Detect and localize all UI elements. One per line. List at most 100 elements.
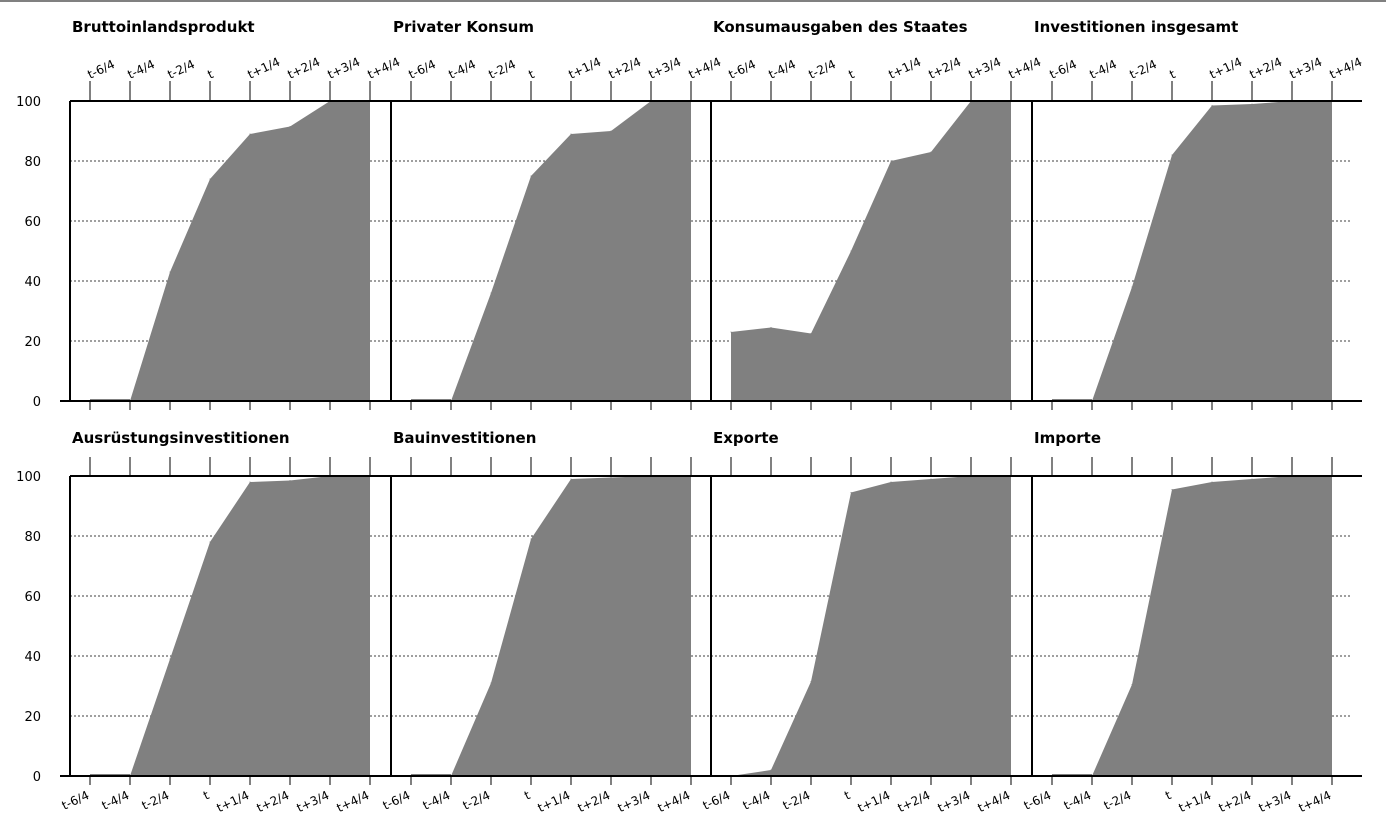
chart-panel-2: Privater Konsum t-6/4 t-4/4 t-2/4 t t+1/4 t+2/… — [381, 18, 723, 410]
x-tick-label: t+3/4 — [966, 55, 1003, 82]
x-tick-label: t-6/4 — [60, 788, 92, 813]
y-tick-label: 0 — [33, 770, 41, 785]
series-area — [451, 476, 691, 776]
data-point — [249, 133, 251, 135]
x-tick-label: t+4/4 — [655, 788, 692, 815]
x-tick-label: t-6/4 — [726, 57, 758, 82]
x-tick-label: t — [201, 788, 211, 803]
data-point — [169, 271, 171, 273]
x-tick-label: t+1/4 — [535, 788, 572, 815]
chart-title: Ausrüstungsinvestitionen — [72, 429, 290, 447]
series-area — [1092, 101, 1332, 401]
x-tick-label: t+1/4 — [214, 788, 251, 815]
series-area — [731, 476, 1011, 776]
x-tick-label: t+3/4 — [1287, 55, 1324, 82]
chart-title: Importe — [1034, 429, 1101, 447]
chart-panel-7: Exporte t-6/4 t-4/4 t-2/4 t t+1/4 t+2/4 t+3/4 t+… — [701, 429, 1041, 815]
x-tick-label: t-4/4 — [1087, 57, 1119, 82]
x-tick-label: t+2/4 — [895, 788, 932, 815]
y-tick-label: 80 — [24, 530, 41, 545]
x-tick-label: t+4/4 — [975, 788, 1012, 815]
x-tick-label: t+4/4 — [686, 55, 723, 82]
y-tick-label: 0 — [33, 395, 41, 410]
data-point — [490, 292, 492, 294]
data-point — [770, 769, 772, 771]
data-point — [770, 327, 772, 328]
data-point — [1211, 481, 1213, 483]
x-tick-label: t+3/4 — [615, 788, 652, 815]
chart-title: Exporte — [713, 429, 779, 447]
data-point — [1251, 478, 1253, 480]
data-point — [169, 658, 171, 660]
chart-title: Bruttoinlandsprodukt — [72, 18, 255, 36]
x-tick-label: t-4/4 — [100, 788, 132, 813]
x-tick-label: t — [842, 788, 852, 803]
data-point — [1131, 286, 1133, 288]
x-tick-label: t+1/4 — [245, 55, 282, 82]
x-tick-label: t+4/4 — [1006, 55, 1043, 82]
chart-title: Konsumausgaben des Staates — [713, 18, 968, 36]
data-point — [289, 126, 291, 127]
x-tick-label: t+2/4 — [606, 55, 643, 82]
data-point — [1171, 154, 1173, 156]
x-tick-label: t-6/4 — [406, 57, 438, 82]
x-tick-label: t-2/4 — [140, 788, 172, 813]
data-point — [570, 478, 572, 480]
y-tick-label: 60 — [24, 590, 41, 605]
x-tick-label: t-2/4 — [781, 788, 813, 813]
data-point — [850, 250, 852, 252]
x-tick-label: t+3/4 — [294, 788, 331, 815]
y-tick-label: 100 — [16, 95, 41, 110]
data-point — [810, 333, 812, 334]
x-tick-label: t+1/4 — [1207, 55, 1244, 82]
x-tick-label: t-2/4 — [806, 57, 838, 82]
x-tick-label: t-4/4 — [125, 57, 157, 82]
x-tick-label: t-4/4 — [446, 57, 478, 82]
x-tick-label: t+4/4 — [334, 788, 371, 815]
data-point — [890, 481, 892, 483]
x-tick-label: t-2/4 — [165, 57, 197, 82]
data-point — [930, 478, 932, 480]
x-tick-label: t — [1167, 67, 1177, 82]
x-tick-label: t-2/4 — [486, 57, 518, 82]
data-point — [209, 541, 211, 543]
x-tick-label: t-6/4 — [85, 57, 117, 82]
x-tick-label: t+4/4 — [1327, 55, 1364, 82]
chart-panel-4: Investitionen insgesamt t-6/4 t-4/4 t-2/4 t t… — [1022, 18, 1364, 410]
x-tick-label: t+2/4 — [1247, 55, 1284, 82]
y-tick-label: 40 — [24, 275, 41, 290]
x-tick-label: t-4/4 — [421, 788, 453, 813]
series-area — [1092, 476, 1332, 776]
data-point — [810, 681, 812, 682]
data-point — [850, 492, 852, 493]
x-tick-label: t — [205, 67, 215, 82]
chart-panel-5: Ausrüstungsinvestitionen 0 20 40 60 80 100 t-6/… — [16, 429, 400, 815]
x-tick-label: t-6/4 — [381, 788, 413, 813]
x-tick-label: t-4/4 — [766, 57, 798, 82]
data-point — [289, 480, 291, 481]
y-tick-label: 20 — [24, 710, 41, 725]
y-tick-label: 20 — [24, 335, 41, 350]
x-tick-label: t-2/4 — [1127, 57, 1159, 82]
series-area — [130, 101, 370, 401]
chart-panel-8: Importe t-6/4 t-4/4 t-2/4 t t+1/4 t+2/4 t+3/4 t+… — [1022, 429, 1362, 815]
data-point — [1171, 489, 1173, 490]
series-area — [451, 101, 691, 401]
series-area — [731, 101, 1011, 401]
x-tick-label: t+3/4 — [325, 55, 362, 82]
series-area — [130, 476, 370, 776]
x-tick-label: t+1/4 — [1176, 788, 1213, 815]
chart-panel-3: Konsumausgaben des Staates t-6/4 t-4/4 t-2/… — [701, 18, 1043, 410]
x-tick-label: t-6/4 — [1047, 57, 1079, 82]
x-tick-label: t+1/4 — [886, 55, 923, 82]
x-tick-label: t+1/4 — [566, 55, 603, 82]
x-tick-label: t-6/4 — [701, 788, 733, 813]
x-tick-label: t — [846, 67, 856, 82]
data-point — [930, 151, 932, 153]
y-tick-label: 80 — [24, 155, 41, 170]
data-point — [610, 130, 612, 132]
data-point — [1251, 103, 1253, 105]
x-tick-label: t+2/4 — [926, 55, 963, 82]
y-tick-label: 60 — [24, 215, 41, 230]
